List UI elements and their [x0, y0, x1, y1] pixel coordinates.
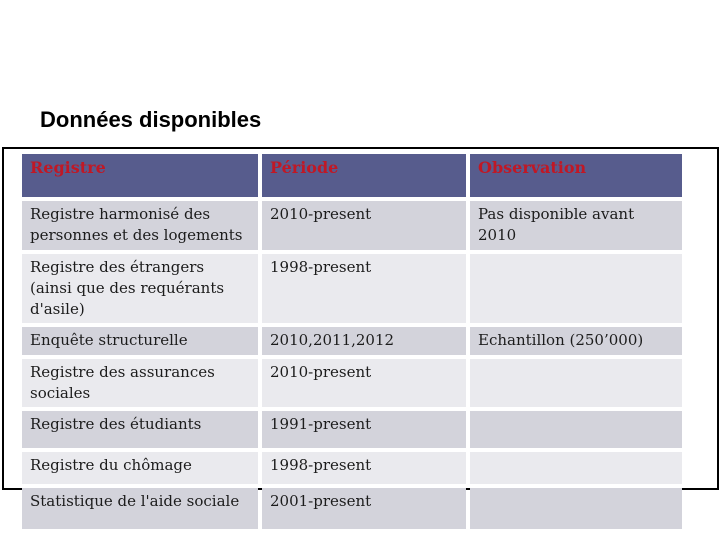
table-row: Registre des étrangers (ainsi que des re…: [22, 253, 682, 324]
cell-registre: Registre des étrangers (ainsi que des re…: [22, 253, 258, 324]
table-row: Registre des étudiants 1991-present: [22, 411, 682, 449]
cell-registre: Registre des étudiants: [22, 411, 258, 449]
cell-observation: [470, 452, 682, 485]
cell-periode: 1998-present: [262, 253, 466, 324]
cell-periode: 2001-present: [262, 488, 466, 530]
data-table: Registre Période Observation Registre ha…: [18, 150, 686, 533]
table-row: Registre harmonisé des personnes et des …: [22, 201, 682, 250]
cell-observation: Pas disponible avant 2010: [470, 201, 682, 250]
cell-registre: Statistique de l'aide sociale: [22, 488, 258, 530]
cell-registre: Enquête structurelle: [22, 327, 258, 355]
cell-observation: [470, 358, 682, 408]
column-header-periode: Période: [262, 154, 466, 197]
cell-observation: [470, 488, 682, 530]
table-row: Registre du chômage 1998-present: [22, 452, 682, 485]
cell-registre: Registre des assurances sociales: [22, 358, 258, 408]
cell-periode: 2010,2011,2012: [262, 327, 466, 355]
cell-registre: Registre harmonisé des personnes et des …: [22, 201, 258, 250]
cell-periode: 2010-present: [262, 201, 466, 250]
cell-periode: 1998-present: [262, 452, 466, 485]
column-header-observation: Observation: [470, 154, 682, 197]
cell-observation: [470, 411, 682, 449]
table-row: Statistique de l'aide sociale 2001-prese…: [22, 488, 682, 530]
table-row: Registre des assurances sociales 2010-pr…: [22, 358, 682, 408]
cell-observation: Echantillon (250’000): [470, 327, 682, 355]
cell-observation: [470, 253, 682, 324]
cell-periode: 1991-present: [262, 411, 466, 449]
cell-periode: 2010-present: [262, 358, 466, 408]
cell-registre: Registre du chômage: [22, 452, 258, 485]
slide-title: Données disponibles: [40, 107, 262, 132]
table-row: Enquête structurelle 2010,2011,2012 Echa…: [22, 327, 682, 355]
table-header-row: Registre Période Observation: [22, 154, 682, 197]
column-header-registre: Registre: [22, 154, 258, 197]
